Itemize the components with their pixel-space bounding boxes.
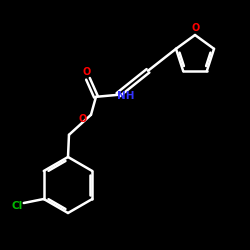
Text: Cl: Cl xyxy=(11,201,22,211)
Text: O: O xyxy=(83,67,91,77)
Text: O: O xyxy=(79,114,87,124)
Text: NH: NH xyxy=(117,91,135,101)
Text: O: O xyxy=(192,23,200,33)
